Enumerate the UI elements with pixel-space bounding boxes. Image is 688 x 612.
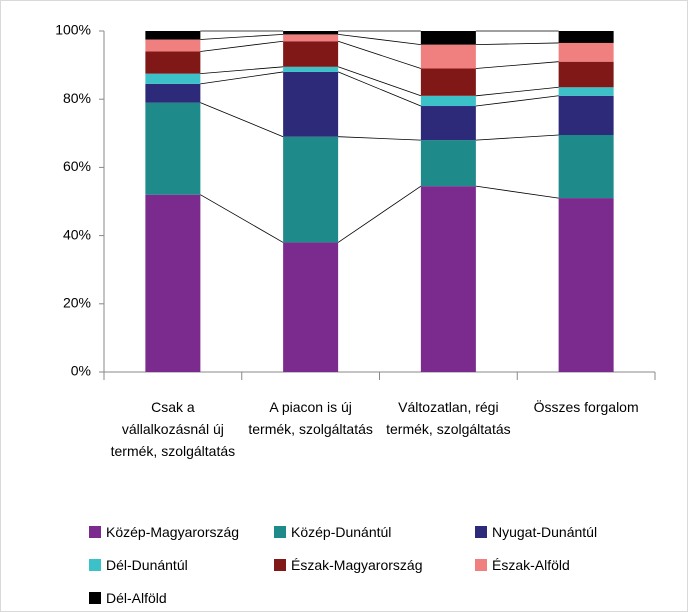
series-line xyxy=(337,66,422,97)
bar-segment xyxy=(283,41,339,67)
bar-segment xyxy=(283,66,339,72)
legend-label: Közép-Dunántúl xyxy=(291,524,392,540)
series-line xyxy=(475,95,559,107)
bar-segment xyxy=(283,242,339,372)
legend-label: Dél-Dunántúl xyxy=(106,557,188,573)
series-line xyxy=(338,136,421,141)
bar-segment xyxy=(283,71,339,137)
legend-item: Közép-Dunántúl xyxy=(274,524,391,540)
legend-item: Közép-Magyarország xyxy=(89,524,239,540)
bar-segment xyxy=(420,95,476,107)
legend-swatch xyxy=(274,526,286,538)
y-tick-label: 0% xyxy=(71,363,91,379)
legend-item: Nyugat-Dunántúl xyxy=(475,524,597,540)
legend-label: Dél-Alföld xyxy=(106,590,167,606)
legend-item: Dél-Alföld xyxy=(89,590,167,606)
x-tick-label: A piacon is új termék, szolgáltatás xyxy=(248,399,373,437)
bar-segment xyxy=(420,68,476,96)
bar-segment xyxy=(420,186,476,372)
y-tick-label: 100% xyxy=(55,22,91,38)
bar-segment xyxy=(145,194,201,372)
x-tick-label: Változatlan, régi termék, szolgáltatás xyxy=(386,399,511,437)
series-line xyxy=(200,40,284,52)
legend-label: Nyugat-Dunántúl xyxy=(492,524,598,540)
legend-swatch xyxy=(475,526,487,538)
series-line xyxy=(200,102,284,138)
bar-segment xyxy=(558,87,614,96)
series-line xyxy=(475,185,559,199)
series-line xyxy=(475,42,559,46)
series-line xyxy=(200,71,284,85)
series-line xyxy=(200,34,284,40)
bar-segment xyxy=(558,61,614,88)
series-line xyxy=(200,194,284,243)
y-tick-label: 20% xyxy=(63,295,91,311)
series-line xyxy=(475,86,559,97)
bar-segment xyxy=(283,34,339,42)
bar-segment xyxy=(420,44,476,69)
bar-segment xyxy=(145,39,201,52)
y-tick-label: 60% xyxy=(63,158,91,174)
series-line xyxy=(337,40,422,69)
bar-segment xyxy=(420,106,476,141)
bar-segment xyxy=(145,83,201,103)
legend-label: Észak-Magyarország xyxy=(291,557,423,573)
bar-segment xyxy=(145,51,201,74)
bar-segment xyxy=(420,31,476,45)
series-line xyxy=(338,34,421,46)
y-tick-label: 80% xyxy=(63,90,91,106)
bar-segment xyxy=(558,42,614,62)
x-tick-label: Összes forgalom xyxy=(533,399,639,415)
bar-segment xyxy=(558,95,614,136)
bar-segment xyxy=(283,31,339,35)
legend-swatch xyxy=(274,559,286,571)
legend-label: Közép-Magyarország xyxy=(106,524,240,540)
bar-segment xyxy=(145,31,201,40)
x-tick-label: Csak a vállalkozásnál új termék, szolgál… xyxy=(110,399,236,459)
bar-segment xyxy=(558,31,614,43)
bar-segment xyxy=(558,198,614,372)
y-tick-label: 40% xyxy=(63,226,91,242)
series-line xyxy=(337,71,422,107)
legend-swatch xyxy=(89,526,101,538)
bar-segment xyxy=(283,136,339,243)
legend-item: Észak-Magyarország xyxy=(274,557,423,573)
series-line xyxy=(475,61,559,69)
bar-segment xyxy=(145,102,201,195)
bar-segment xyxy=(558,135,614,199)
series-line xyxy=(200,66,284,75)
legend-item: Dél-Dunántúl xyxy=(89,557,188,573)
legend-swatch xyxy=(475,559,487,571)
legend-label: Észak-Alföld xyxy=(492,557,570,573)
legend-swatch xyxy=(89,559,101,571)
legend-swatch xyxy=(89,592,101,604)
bar-segment xyxy=(145,73,201,84)
legend-item: Észak-Alföld xyxy=(475,557,570,573)
series-line xyxy=(337,185,422,243)
series-line xyxy=(475,134,559,141)
bar-segment xyxy=(420,140,476,187)
